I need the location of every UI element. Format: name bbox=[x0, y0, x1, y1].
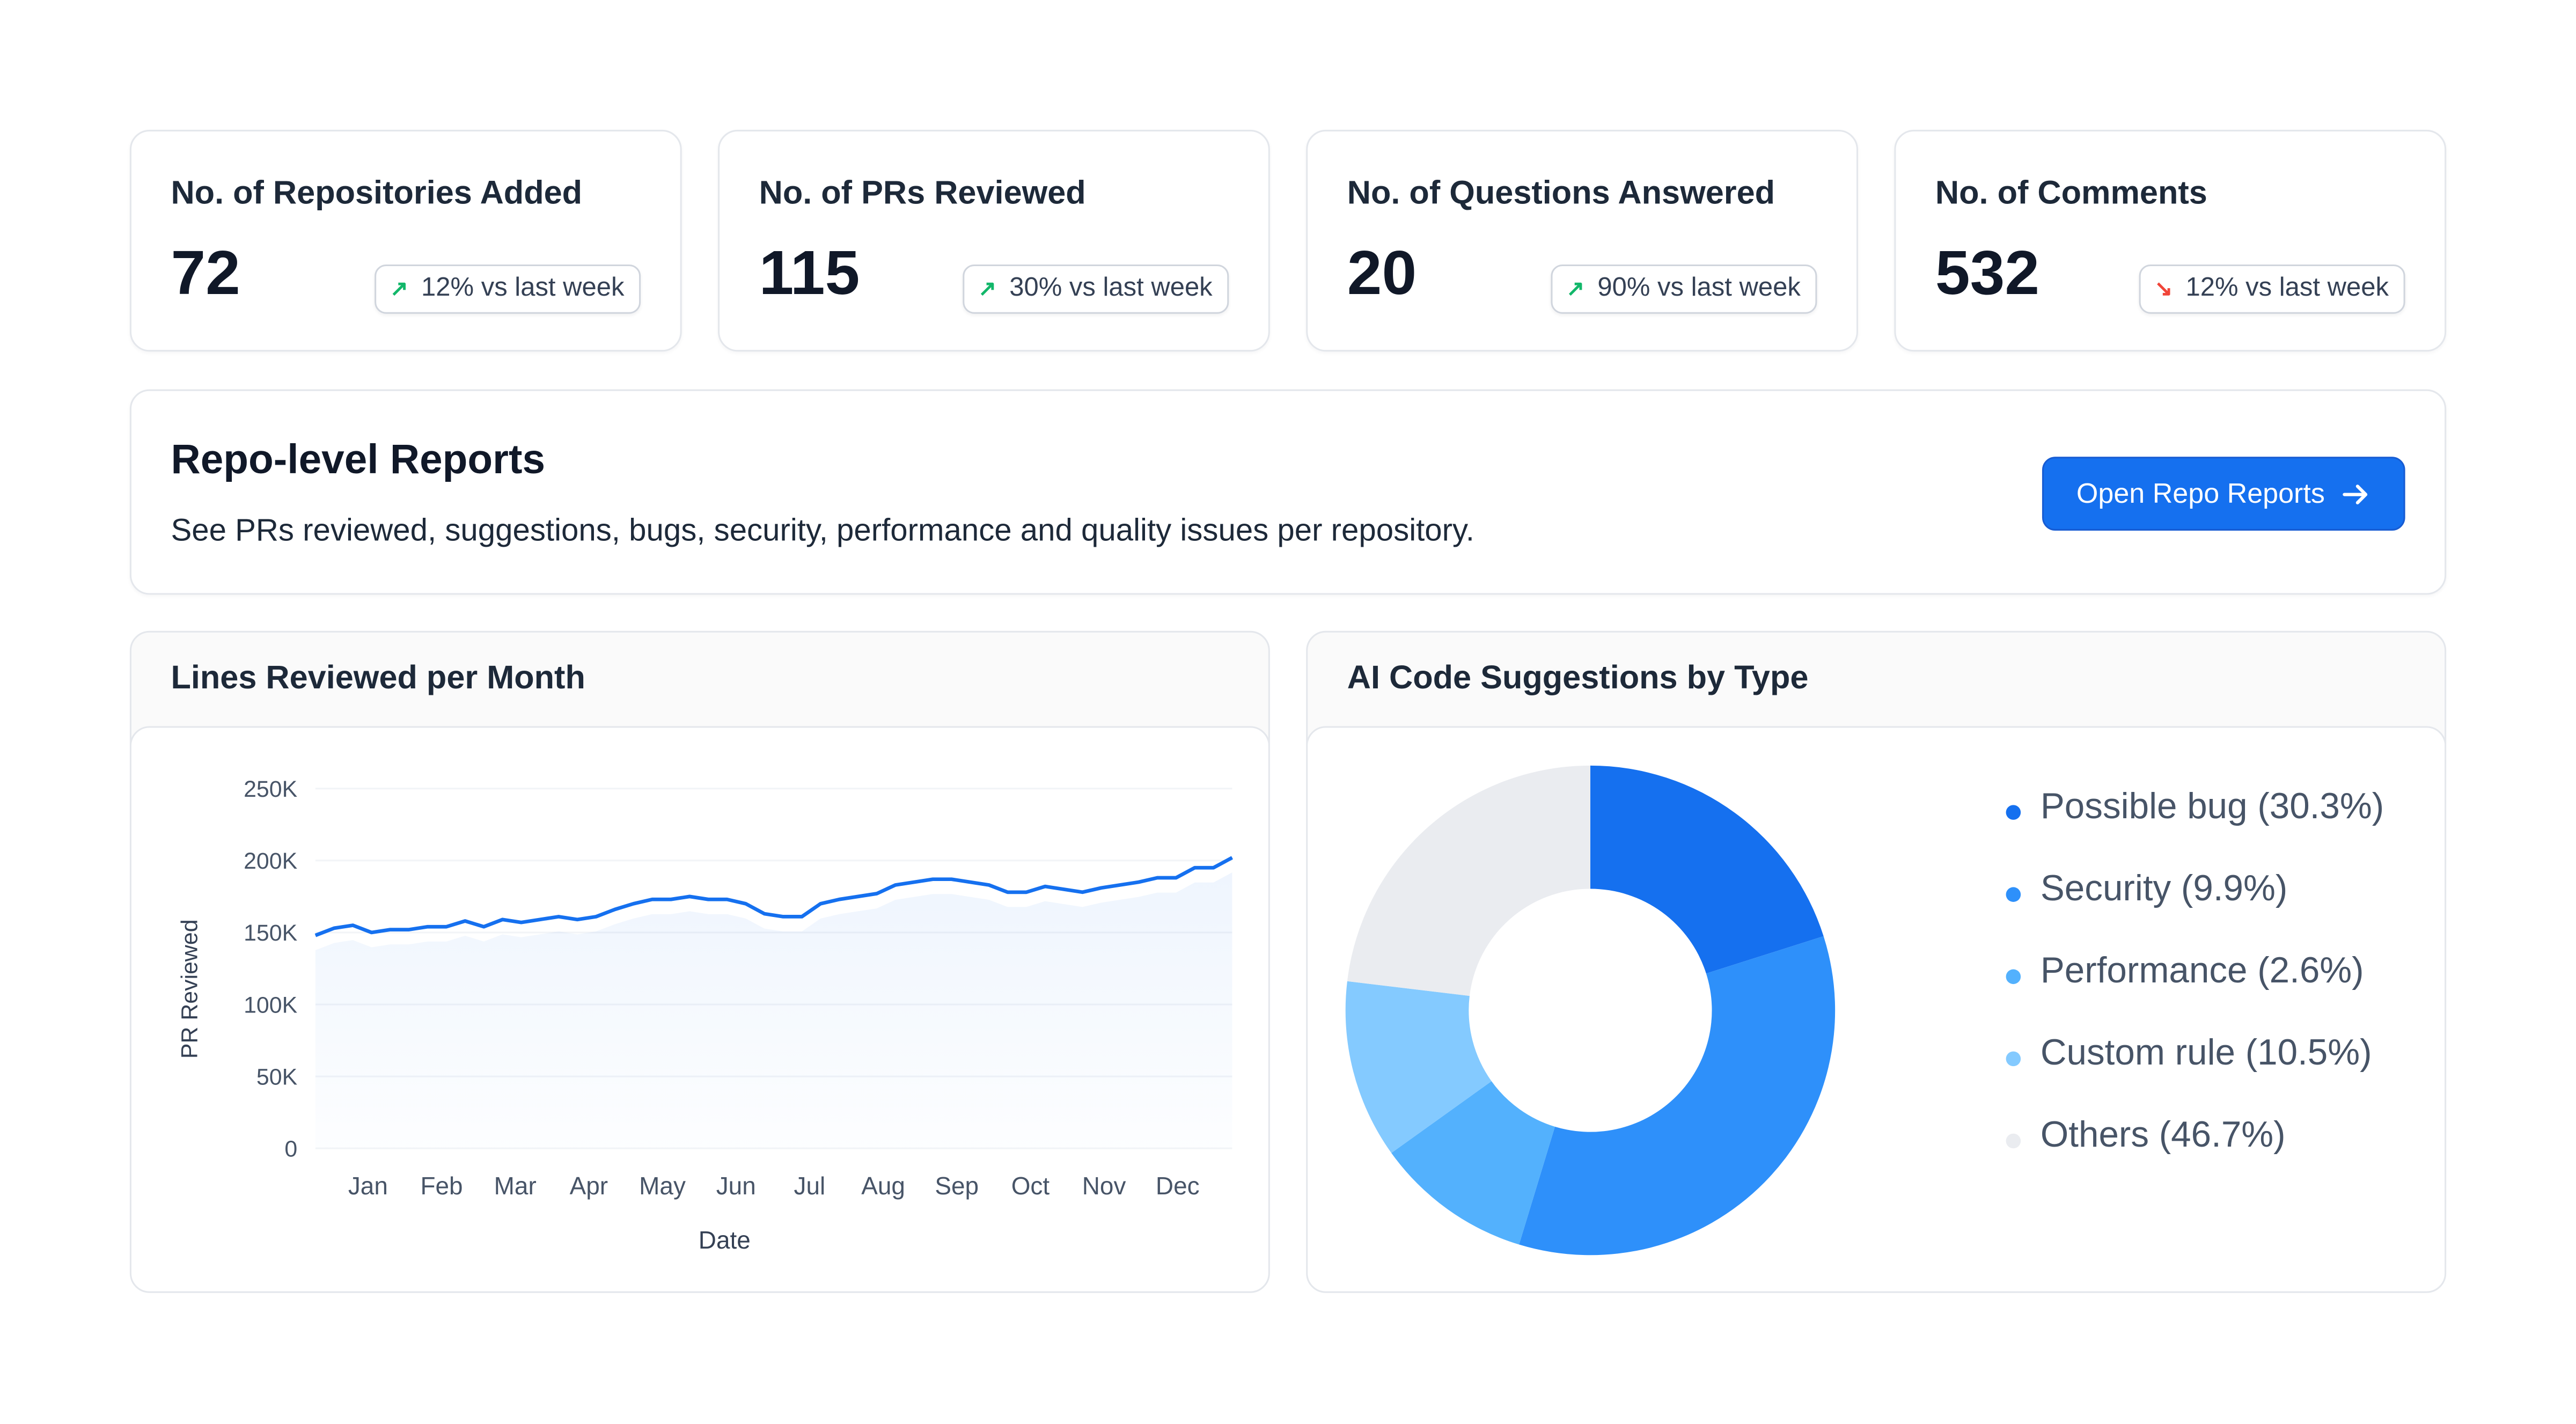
y-tick-label: 100K bbox=[244, 992, 298, 1018]
y-axis-label: PR Reviewed bbox=[177, 919, 202, 1059]
legend-item: Possible bug (30.3%) bbox=[2006, 766, 2384, 848]
stat-card: No. of Repositories Added 72 ↗ 12% vs la… bbox=[129, 129, 682, 352]
legend-label: Performance (2.6%) bbox=[2040, 949, 2364, 991]
legend-dot-icon bbox=[2006, 968, 2021, 983]
suggestions-panel: AI Code Suggestions by Type Possible bug… bbox=[1306, 630, 2447, 1293]
stat-title: No. of Repositories Added bbox=[171, 175, 583, 212]
x-tick-label: May bbox=[639, 1172, 686, 1200]
arrow-up-right-icon: ↗ bbox=[978, 276, 996, 301]
arrow-right-icon bbox=[2343, 483, 2368, 504]
data-point bbox=[390, 929, 391, 930]
trend-badge: ↗ 30% vs last week bbox=[963, 264, 1229, 314]
x-tick-label: Jul bbox=[794, 1172, 826, 1200]
data-point bbox=[839, 899, 840, 900]
x-tick-label: Oct bbox=[1011, 1172, 1050, 1200]
x-tick-label: Feb bbox=[420, 1172, 463, 1200]
suggestions-title: AI Code Suggestions by Type bbox=[1347, 660, 1809, 697]
donut-slice[interactable] bbox=[1347, 765, 1590, 996]
open-repo-reports-label: Open Repo Reports bbox=[2076, 477, 2325, 509]
data-point bbox=[521, 922, 522, 923]
area-fill bbox=[315, 872, 1232, 1149]
stat-value: 115 bbox=[759, 240, 860, 309]
legend-dot-icon bbox=[2006, 804, 2021, 819]
data-point bbox=[1026, 892, 1027, 893]
lines-reviewed-chart: 0 50K 100K 150K 200K 250K Jan Feb Mar Apr May Jun Ju… bbox=[177, 776, 1234, 1254]
x-axis-label: Date bbox=[699, 1226, 751, 1254]
stat-title: No. of PRs Reviewed bbox=[759, 175, 1086, 212]
legend-item: Custom rule (10.5%) bbox=[2006, 1012, 2384, 1094]
stat-card: No. of PRs Reviewed 115 ↗ 30% vs last we… bbox=[718, 129, 1270, 352]
x-tick-label: Jun bbox=[716, 1172, 756, 1200]
legend-dot-icon bbox=[2006, 886, 2021, 901]
data-point bbox=[726, 899, 728, 900]
data-point bbox=[502, 919, 503, 920]
x-tick-label: Mar bbox=[494, 1172, 537, 1200]
legend-dot-icon bbox=[2006, 1051, 2021, 1066]
stat-card: No. of Questions Answered 20 ↗ 90% vs la… bbox=[1306, 129, 1859, 352]
data-point bbox=[577, 919, 578, 920]
trend-badge: ↗ 90% vs last week bbox=[1551, 264, 1817, 314]
donut-slice[interactable] bbox=[1391, 1081, 1555, 1245]
lines-reviewed-title: Lines Reviewed per Month bbox=[171, 660, 585, 697]
repo-reports-description: See PRs reviewed, suggestions, bugs, sec… bbox=[171, 514, 1474, 549]
trend-badge: ↗ 12% vs last week bbox=[375, 264, 641, 314]
trend-text: 90% vs last week bbox=[1597, 274, 1801, 303]
data-point bbox=[1082, 892, 1083, 893]
y-tick-label: 200K bbox=[244, 848, 298, 874]
y-tick-label: 150K bbox=[244, 920, 298, 946]
suggestions-body: Possible bug (30.3%) Security (9.9%) Perfo… bbox=[1308, 726, 2445, 1291]
stat-title: No. of Questions Answered bbox=[1347, 175, 1775, 212]
series-line bbox=[314, 856, 1234, 937]
trend-badge: ↘ 12% vs last week bbox=[2140, 264, 2405, 314]
legend-label: Custom rule (10.5%) bbox=[2040, 1031, 2372, 1073]
stat-value: 20 bbox=[1347, 240, 1417, 309]
legend-label: Possible bug (30.3%) bbox=[2040, 785, 2384, 827]
lines-reviewed-panel: Lines Reviewed per Month 0 50K 100K 150K 200… bbox=[129, 630, 1270, 1293]
arrow-down-right-icon: ↘ bbox=[2154, 276, 2173, 301]
donut-slice[interactable] bbox=[1590, 765, 1824, 974]
open-repo-reports-button[interactable]: Open Repo Reports bbox=[2042, 457, 2405, 531]
lines-reviewed-body: 0 50K 100K 150K 200K 250K Jan Feb Mar Apr May Jun Ju… bbox=[131, 726, 1268, 1291]
stat-card: No. of Comments 532 ↘ 12% vs last week bbox=[1894, 129, 2447, 352]
suggestions-donut-chart bbox=[1345, 765, 1836, 1256]
x-tick-label: Aug bbox=[861, 1172, 905, 1200]
donut-slice[interactable] bbox=[1519, 936, 1836, 1256]
data-point bbox=[614, 909, 615, 910]
data-point bbox=[1101, 887, 1102, 889]
repo-reports-title: Repo-level Reports bbox=[171, 437, 546, 483]
x-tick-label: Apr bbox=[570, 1172, 608, 1200]
trend-text: 30% vs last week bbox=[1009, 274, 1213, 303]
y-tick-label: 50K bbox=[256, 1064, 298, 1090]
stat-title: No. of Comments bbox=[1935, 175, 2207, 212]
data-point bbox=[708, 899, 709, 900]
legend-label: Others (46.7%) bbox=[2040, 1113, 2286, 1155]
trend-text: 12% vs last week bbox=[2185, 274, 2389, 303]
x-tick-label: Sep bbox=[935, 1172, 979, 1200]
data-point bbox=[315, 935, 316, 936]
arrow-up-right-icon: ↗ bbox=[1566, 276, 1584, 301]
arrow-up-right-icon: ↗ bbox=[390, 276, 408, 301]
x-tick-label: Dec bbox=[1156, 1172, 1200, 1200]
legend-item: Others (46.7%) bbox=[2006, 1094, 2384, 1176]
legend-item: Security (9.9%) bbox=[2006, 848, 2384, 930]
x-tick-label: Nov bbox=[1082, 1172, 1126, 1200]
data-point bbox=[970, 882, 971, 883]
y-tick-label: 0 bbox=[284, 1136, 297, 1162]
x-tick-label: Jan bbox=[348, 1172, 388, 1200]
suggestions-legend: Possible bug (30.3%) Security (9.9%) Perfo… bbox=[2006, 766, 2384, 1176]
data-point bbox=[1063, 889, 1064, 890]
legend-dot-icon bbox=[2006, 1133, 2021, 1148]
trend-text: 12% vs last week bbox=[421, 274, 625, 303]
y-tick-label: 250K bbox=[244, 776, 298, 802]
data-point bbox=[596, 916, 597, 917]
stat-value: 72 bbox=[171, 240, 240, 309]
stat-value: 532 bbox=[1935, 240, 2040, 309]
donut-slice[interactable] bbox=[1345, 981, 1492, 1153]
legend-item: Performance (2.6%) bbox=[2006, 930, 2384, 1012]
repo-reports-card: Repo-level Reports See PRs reviewed, sug… bbox=[129, 389, 2447, 595]
legend-label: Security (9.9%) bbox=[2040, 867, 2288, 909]
